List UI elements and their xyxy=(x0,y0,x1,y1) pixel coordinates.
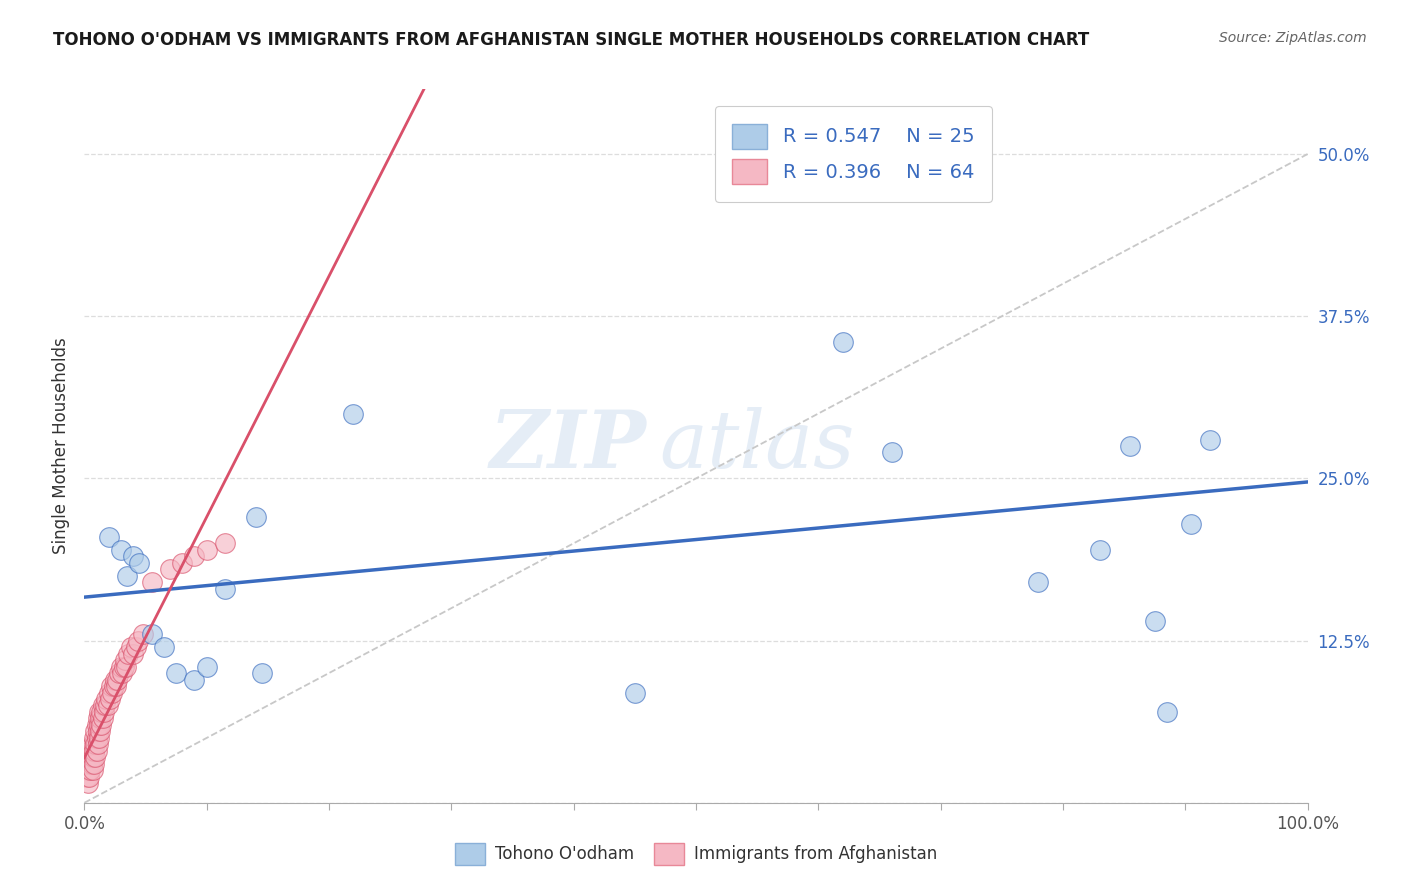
Point xyxy=(79,744,101,758)
Point xyxy=(1156,705,1178,719)
Point xyxy=(77,776,100,790)
Point xyxy=(83,731,105,745)
Point xyxy=(122,647,145,661)
Y-axis label: Single Mother Households: Single Mother Households xyxy=(52,338,70,554)
Point xyxy=(90,705,112,719)
Point xyxy=(86,718,108,732)
Point xyxy=(214,536,236,550)
Text: Source: ZipAtlas.com: Source: ZipAtlas.com xyxy=(1219,31,1367,45)
Point xyxy=(87,705,110,719)
Point xyxy=(79,750,101,764)
Point xyxy=(84,724,107,739)
Point xyxy=(87,718,110,732)
Point xyxy=(929,173,952,187)
Point xyxy=(87,711,110,725)
Point xyxy=(89,724,111,739)
Point xyxy=(110,542,132,557)
Point xyxy=(245,510,267,524)
Point xyxy=(1088,542,1111,557)
Point xyxy=(101,685,124,699)
Point xyxy=(115,659,138,673)
Point xyxy=(94,698,117,713)
Point xyxy=(624,685,647,699)
Point xyxy=(79,764,101,778)
Point xyxy=(880,445,903,459)
Point xyxy=(98,692,121,706)
Point xyxy=(111,666,134,681)
Point xyxy=(1180,516,1202,531)
Point xyxy=(82,764,104,778)
Point xyxy=(342,407,364,421)
Point xyxy=(1028,575,1050,590)
Point xyxy=(89,711,111,725)
Point xyxy=(183,673,205,687)
Point xyxy=(91,698,114,713)
Point xyxy=(153,640,176,654)
Point xyxy=(83,756,105,771)
Point xyxy=(1198,433,1220,447)
Point xyxy=(100,679,122,693)
Point xyxy=(107,666,129,681)
Point xyxy=(80,744,103,758)
Point xyxy=(127,633,149,648)
Point xyxy=(96,692,118,706)
Point xyxy=(110,659,132,673)
Point xyxy=(1143,614,1166,628)
Point xyxy=(104,673,127,687)
Point xyxy=(112,659,135,673)
Point xyxy=(90,718,112,732)
Point xyxy=(172,556,194,570)
Point xyxy=(82,750,104,764)
Point xyxy=(132,627,155,641)
Point xyxy=(77,764,100,778)
Point xyxy=(128,556,150,570)
Text: TOHONO O'ODHAM VS IMMIGRANTS FROM AFGHANISTAN SINGLE MOTHER HOUSEHOLDS CORRELATI: TOHONO O'ODHAM VS IMMIGRANTS FROM AFGHAN… xyxy=(53,31,1090,49)
Point xyxy=(77,770,100,784)
Point xyxy=(76,770,98,784)
Point xyxy=(82,738,104,752)
Point xyxy=(86,731,108,745)
Point xyxy=(159,562,181,576)
Point xyxy=(103,679,125,693)
Point xyxy=(77,756,100,771)
Point xyxy=(195,542,218,557)
Point xyxy=(117,647,139,661)
Point xyxy=(115,568,138,582)
Point xyxy=(87,738,110,752)
Point xyxy=(125,640,148,654)
Point xyxy=(105,679,128,693)
Point xyxy=(831,335,853,350)
Point xyxy=(1119,439,1142,453)
Point xyxy=(141,575,163,590)
Point xyxy=(93,705,115,719)
Point xyxy=(87,724,110,739)
Point xyxy=(165,666,187,681)
Text: atlas: atlas xyxy=(659,408,855,484)
Text: ZIP: ZIP xyxy=(491,408,647,484)
Point xyxy=(83,744,105,758)
Point xyxy=(141,627,163,641)
Point xyxy=(86,744,108,758)
Point xyxy=(214,582,236,596)
Point xyxy=(105,673,128,687)
Point xyxy=(97,685,120,699)
Point xyxy=(80,756,103,771)
Point xyxy=(84,738,107,752)
Point xyxy=(91,711,114,725)
Point xyxy=(250,666,273,681)
Point xyxy=(97,698,120,713)
Point xyxy=(195,659,218,673)
Point xyxy=(183,549,205,564)
Point xyxy=(120,640,142,654)
Point xyxy=(97,530,120,544)
Point xyxy=(122,549,145,564)
Legend: Tohono O'odham, Immigrants from Afghanistan: Tohono O'odham, Immigrants from Afghanis… xyxy=(447,835,945,873)
Point xyxy=(87,731,110,745)
Point xyxy=(114,653,136,667)
Point xyxy=(84,750,107,764)
